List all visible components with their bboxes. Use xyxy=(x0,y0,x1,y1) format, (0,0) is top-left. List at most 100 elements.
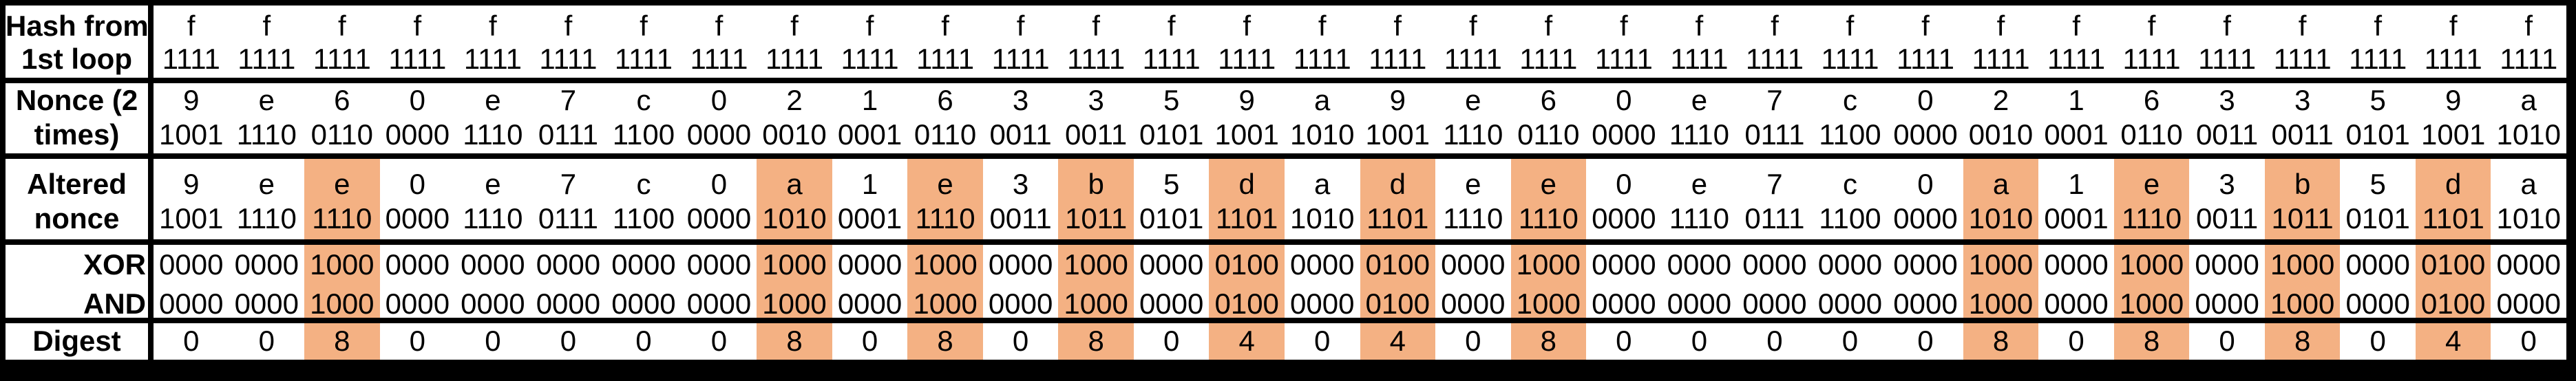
grid-cell: 0000 xyxy=(1817,248,1883,281)
grid-cell: 1111 xyxy=(388,43,447,75)
grid-cell: f xyxy=(2374,10,2382,42)
grid-cell: 0111 xyxy=(1744,118,1805,151)
grid-cell: 1000 xyxy=(1968,287,2034,320)
grid-cell: e xyxy=(334,168,350,200)
grid-cell: 1 xyxy=(2068,168,2084,200)
grid-cell: 0011 xyxy=(1064,118,1128,151)
grid-cell: 1111 xyxy=(1519,43,1578,75)
grid-cell: 0011 xyxy=(2195,118,2259,151)
grid-cell: 4 xyxy=(2445,325,2462,357)
grid-cell: 0101 xyxy=(2345,202,2410,235)
grid-cell: 1010 xyxy=(1290,202,1355,235)
grid-cell: 1000 xyxy=(1968,248,2034,281)
grid-cell: 3 xyxy=(2294,84,2311,116)
grid-cell: 1100 xyxy=(612,202,675,235)
and-row: 0000 0000 1000 0000 0000 0000 0000 0000 1000 0000… xyxy=(154,286,2566,322)
grid-cell: 0110 xyxy=(914,118,977,151)
grid-cell: 6 xyxy=(334,84,350,116)
grid-cell: 1001 xyxy=(1214,118,1279,151)
grid-cell: 0000 xyxy=(461,287,525,320)
grid-cell: a xyxy=(1314,84,1331,116)
grid-cell: f xyxy=(489,10,497,42)
grid-cell: 0 xyxy=(409,84,426,116)
highlight-band xyxy=(2415,159,2491,360)
grid-cell: d xyxy=(1389,168,1406,200)
grid-cell: 1111 xyxy=(313,43,371,75)
grid-cell: f xyxy=(1393,10,1402,42)
grid-cell: f xyxy=(413,10,422,42)
grid-cell: 1111 xyxy=(1067,43,1126,75)
grid-cell: 0000 xyxy=(1893,118,1958,151)
grid-cell: f xyxy=(1620,10,1628,42)
grid-cell: 0000 xyxy=(837,248,902,281)
grid-cell: 0000 xyxy=(159,287,224,320)
grid-cell: 0 xyxy=(1163,325,1180,357)
grid-cell: 1111 xyxy=(916,43,975,75)
highlight-band xyxy=(2264,159,2341,360)
grid-cell: 0000 xyxy=(461,248,525,281)
grid-cell: 0000 xyxy=(988,248,1053,281)
grid-cell: 0 xyxy=(635,325,652,357)
grid-cell: 1110 xyxy=(915,202,975,235)
grid-cell: f xyxy=(2524,10,2533,42)
grid-cell: 0000 xyxy=(1742,287,1807,320)
grid-cell: 0011 xyxy=(2195,202,2259,235)
highlight-bands xyxy=(154,159,2566,360)
grid-cell: 0010 xyxy=(762,118,827,151)
grid-cell: 0111 xyxy=(1744,202,1805,235)
grid-cell: 0 xyxy=(409,325,426,357)
grid-cell: 0 xyxy=(1616,325,1632,357)
grid-cell: 0 xyxy=(2520,325,2537,357)
highlight-band xyxy=(1963,159,2039,360)
grid-cell: 0100 xyxy=(2420,287,2486,320)
grid-cell: 1111 xyxy=(1594,43,1653,75)
grid-cell: 1001 xyxy=(159,202,224,235)
grid-cell: 1110 xyxy=(236,202,297,235)
grid-cell: 1000 xyxy=(2119,287,2184,320)
grid-cell: 9 xyxy=(183,84,200,116)
grid-cell: 0000 xyxy=(1592,287,1656,320)
grid-cell: f xyxy=(187,10,196,42)
grid-cell: 3 xyxy=(2219,84,2235,116)
grid-cell: f xyxy=(1846,10,1855,42)
grid-cell: 1100 xyxy=(612,118,675,151)
grid-cell: 3 xyxy=(1088,84,1104,116)
grid-cell: 7 xyxy=(1766,84,1783,116)
grid-cell: 0 xyxy=(2219,325,2235,357)
grid-cell: 0000 xyxy=(2496,248,2561,281)
grid-cell: 0001 xyxy=(2044,202,2109,235)
grid-cell: 1111 xyxy=(1670,43,1729,75)
grid-cell: f xyxy=(1092,10,1100,42)
grid-cell: f xyxy=(1544,10,1553,42)
grid-cell: 0000 xyxy=(1667,248,1732,281)
grid-cell: 1110 xyxy=(1443,202,1503,235)
grid-cell: 0000 xyxy=(2345,248,2410,281)
grid-cell: 0111 xyxy=(538,118,599,151)
grid-cell: 0 xyxy=(1616,168,1632,200)
grid-cell: 0010 xyxy=(1968,118,2034,151)
grid-cell: 0000 xyxy=(1441,287,1506,320)
grid-cell: 0 xyxy=(1841,325,1859,357)
grid-cell: 0 xyxy=(1012,325,1029,357)
grid-cell: 9 xyxy=(1238,84,1255,116)
grid-cell: 0000 xyxy=(536,248,601,281)
grid-cell: 0000 xyxy=(1290,287,1355,320)
grid-cell: 0100 xyxy=(2420,248,2486,281)
grid-cell: 1111 xyxy=(1293,43,1351,75)
grid-cell: d xyxy=(2445,168,2462,200)
grid-cell: 0000 xyxy=(1893,248,1958,281)
grid-cell: 0000 xyxy=(686,202,752,235)
digest-row: 0 0 8 0 0 0 0 0 8 0 8 0 8 0 4 0 4 0 8 0 0 0 0 0 8 0 8 0 8 0 4 0 xyxy=(154,323,2566,359)
grid-cell: f xyxy=(1771,10,1779,42)
grid-cell: a xyxy=(1314,168,1331,200)
grid-cell: f xyxy=(1695,10,1704,42)
grid-cell: 1111 xyxy=(162,43,220,75)
altered-row-label-line2: nonce xyxy=(34,202,120,235)
altered-hex-row: 9 e e 0 e 7 c 0 a 1 e 3 b 5 d a d e e 0 e 7 c 0 a 1 e 3 b 5 d a xyxy=(154,166,2566,202)
grid-cell: 8 xyxy=(1540,325,1556,357)
grid-cell: f xyxy=(790,10,799,42)
grid-cell: 0000 xyxy=(2345,287,2410,320)
grid-cell: 1001 xyxy=(2420,118,2486,151)
grid-cell: 0100 xyxy=(1214,248,1279,281)
grid-cell: 6 xyxy=(2143,84,2160,116)
